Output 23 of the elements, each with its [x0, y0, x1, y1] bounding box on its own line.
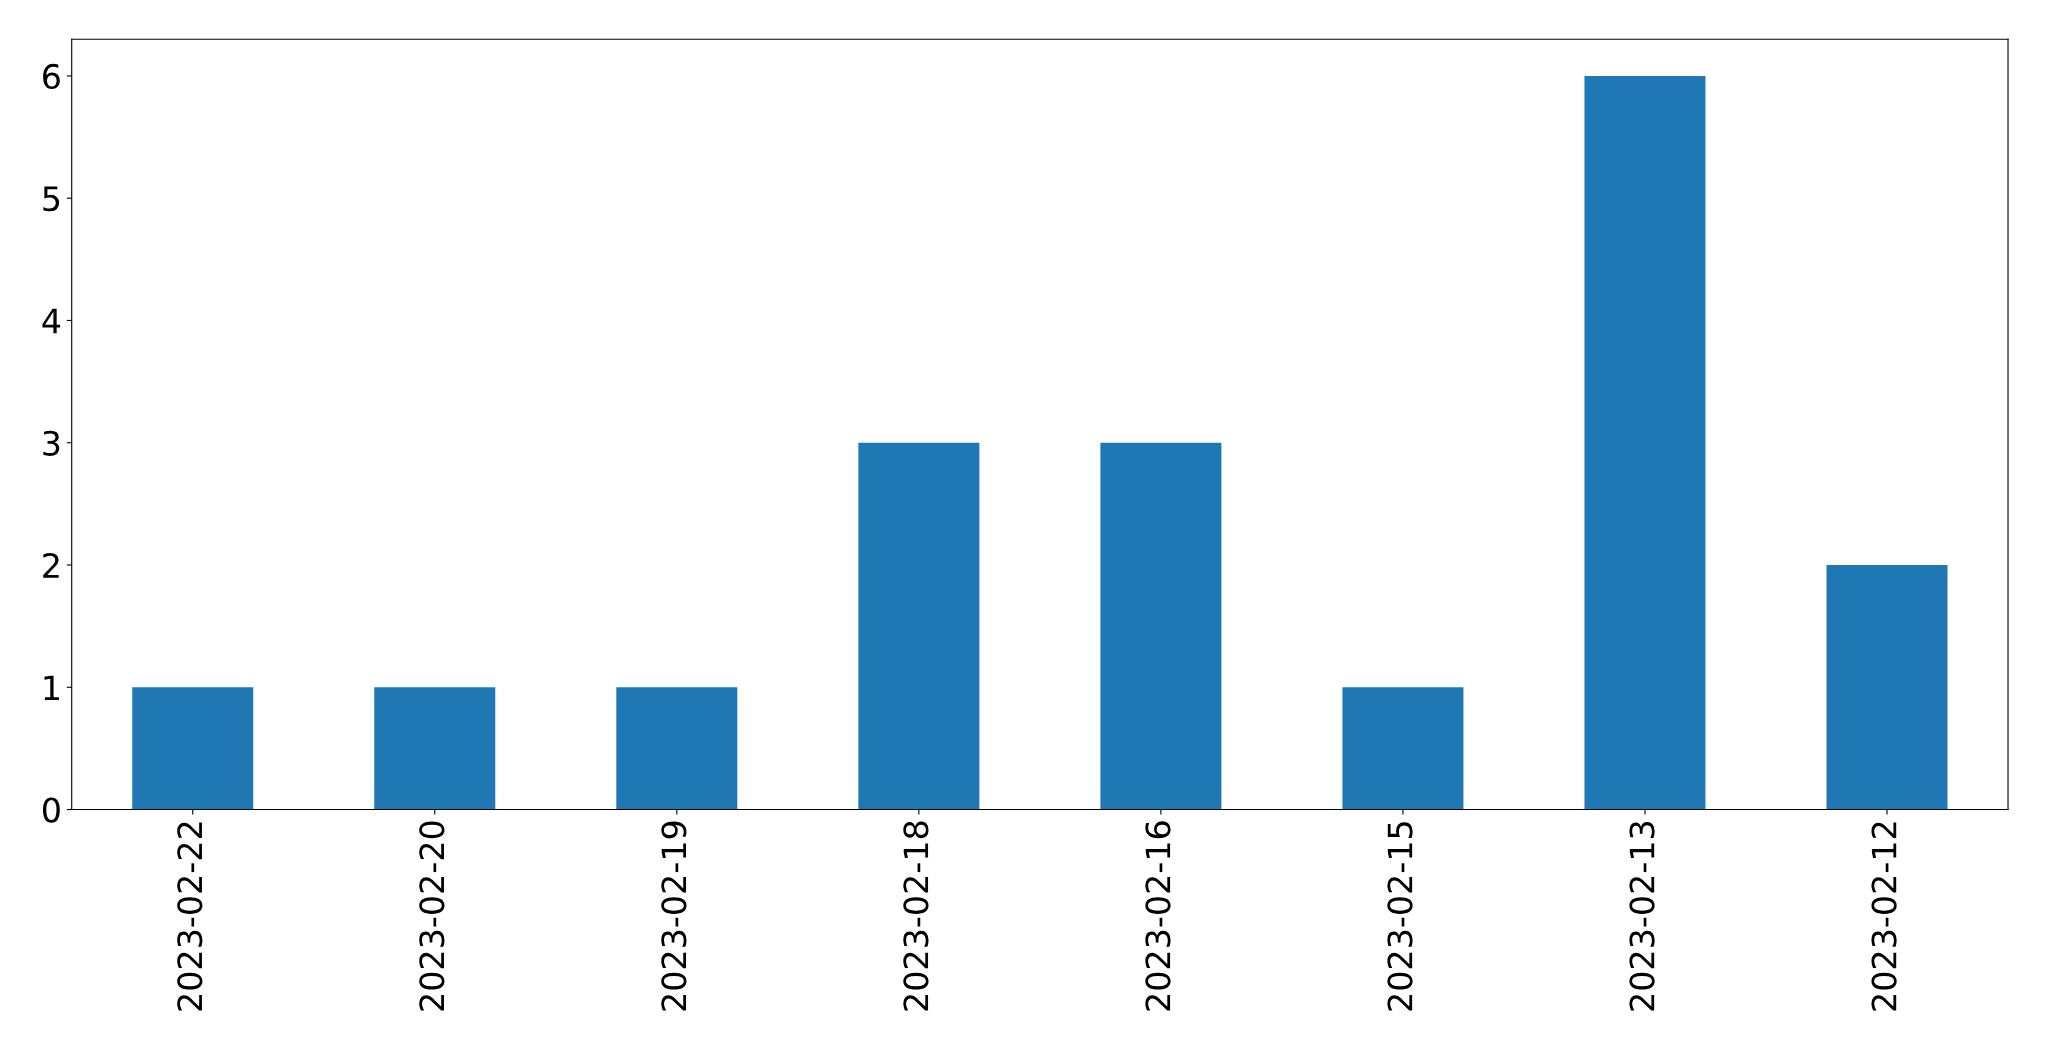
x-tick-label: 2023-02-22: [177, 822, 203, 1011]
y-tick-label: 0: [42, 797, 60, 823]
y-tick-label: 1: [44, 675, 59, 700]
bar: [858, 442, 980, 810]
bar: [1584, 75, 1706, 810]
bar: [1100, 442, 1222, 810]
x-tick-label: 2023-02-12: [1871, 822, 1897, 1011]
x-tick-label: 2023-02-13: [1629, 821, 1655, 1011]
bar: [1826, 565, 1948, 810]
bar: [132, 687, 254, 810]
y-tick-label: 3: [43, 430, 60, 456]
y-tick-label: 2: [43, 552, 59, 578]
bar: [1342, 687, 1464, 810]
x-tick-label: 2023-02-19: [661, 821, 687, 1011]
y-tick-label: 5: [43, 186, 60, 212]
x-tick-label: 2023-02-20: [419, 821, 445, 1011]
bar: [374, 687, 496, 810]
y-tick-label: 4: [42, 308, 61, 334]
y-tick-label: 6: [43, 63, 60, 90]
bar: [616, 687, 738, 810]
x-tick-label: 2023-02-15: [1387, 822, 1413, 1011]
x-tick-label: 2023-02-18: [903, 821, 929, 1011]
x-tick-label: 2023-02-16: [1145, 821, 1171, 1011]
